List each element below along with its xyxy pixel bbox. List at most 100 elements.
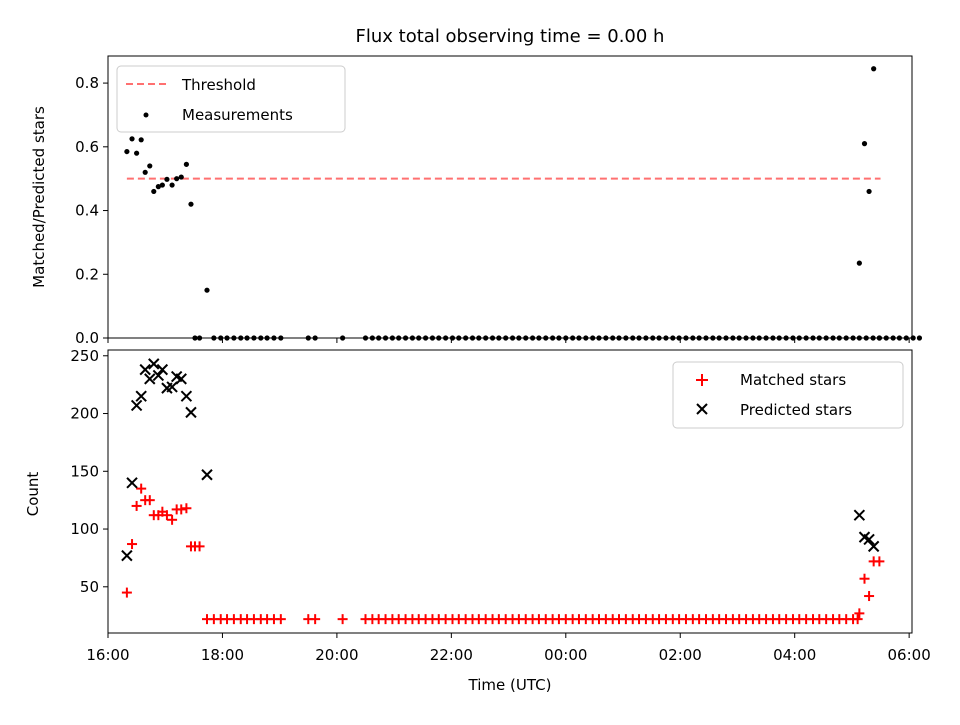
matched-star-point	[859, 573, 870, 584]
top-y-ticks: 0.0 0.2 0.4 0.6 0.8	[75, 74, 108, 347]
top-y-tick-label: 0.8	[75, 74, 99, 92]
bottom-y-axis-label: Count	[24, 472, 42, 517]
bottom-x-tick-label: 02:00	[659, 646, 702, 664]
top-y-tick-label: 0.6	[75, 138, 99, 156]
bottom-x-tick-label: 18:00	[201, 646, 244, 664]
threshold-legend-label: Threshold	[181, 76, 256, 94]
predicted-star-point	[126, 477, 138, 489]
measurement-point	[155, 184, 161, 190]
matched-star-point	[136, 483, 147, 494]
predicted-star-point	[175, 373, 187, 385]
matched-star-point	[310, 614, 321, 625]
bottom-legend-box	[672, 361, 904, 429]
top-y-tick-label: 0.0	[75, 329, 99, 347]
measurement-point	[169, 182, 175, 188]
top-y-tick-label: 0.2	[75, 265, 99, 283]
x-axis-label: Time (UTC)	[468, 676, 552, 694]
predicted-legend-swatch	[696, 403, 708, 415]
bottom-x-tick-label: 22:00	[430, 646, 473, 664]
predicted-star-point	[152, 369, 165, 382]
measurement-point	[124, 148, 130, 155]
top-y-axis-label: Matched/Predicted stars	[30, 106, 48, 288]
predicted-stars-series	[121, 358, 880, 562]
bottom-y-tick-label: 100	[70, 520, 99, 538]
predicted-star-point	[156, 363, 169, 376]
measurement-point	[142, 169, 148, 175]
matched-legend-label: Matched stars	[740, 371, 846, 389]
matched-star-point	[852, 614, 863, 625]
measurement-point	[134, 150, 140, 156]
bottom-y-tick-label: 200	[70, 405, 99, 423]
predicted-star-point	[853, 509, 866, 521]
matched-star-point	[194, 541, 205, 552]
matched-star-point	[864, 591, 875, 602]
predicted-star-point	[201, 469, 213, 481]
top-y-tick-label: 0.4	[75, 202, 99, 220]
top-panel: Flux total observing time = 0.00 h Match…	[30, 26, 923, 347]
bottom-x-ticks: 16:00 18:00 20:00 22:00 00:00 02:00 04:00 06:00	[86, 633, 931, 664]
matched-star-point	[127, 539, 138, 550]
predicted-star-point	[867, 540, 880, 553]
top-plot-frame	[107, 55, 913, 339]
matched-star-point	[337, 614, 348, 625]
measurement-point	[147, 163, 153, 169]
measurement-point	[174, 176, 180, 182]
measurement-point	[861, 141, 868, 147]
bottom-y-tick-label: 150	[70, 462, 99, 480]
matched-star-point	[121, 587, 132, 598]
predicted-star-point	[148, 358, 160, 370]
predicted-star-point	[180, 390, 193, 402]
chart-title: Flux total observing time = 0.00 h	[356, 26, 665, 47]
measurement-point	[856, 260, 862, 266]
matched-star-point	[144, 495, 155, 506]
measurement-point	[138, 137, 144, 143]
predicted-star-point	[121, 549, 133, 562]
bottom-x-tick-label: 04:00	[773, 646, 816, 664]
measurements-legend-label: Measurements	[182, 106, 293, 124]
bottom-legend: Matched stars Predicted stars	[672, 361, 904, 429]
predicted-star-point	[166, 381, 178, 393]
matched-star-point	[161, 510, 172, 521]
measurement-point	[871, 66, 877, 72]
measurements-legend-swatch	[143, 112, 149, 118]
matched-star-point	[275, 614, 286, 625]
bottom-x-tick-label: 16:00	[86, 646, 129, 664]
measurement-point	[866, 188, 872, 195]
measurement-point	[204, 287, 210, 293]
bottom-y-tick-label: 50	[80, 578, 99, 596]
bottom-plot-frame	[107, 349, 913, 634]
measurement-point	[178, 174, 184, 180]
predicted-legend-label: Predicted stars	[740, 401, 852, 419]
bottom-panel: Count Time (UTC) 50 100 150 200 250 16:00 18:…	[24, 347, 931, 694]
measurement-point	[159, 182, 165, 188]
matched-star-point	[167, 514, 178, 525]
measurement-point	[183, 161, 189, 167]
matched-star-point	[181, 503, 192, 514]
matched-star-point	[131, 500, 142, 511]
measurement-point	[164, 176, 170, 182]
matched-star-point	[854, 608, 865, 619]
predicted-star-point	[135, 390, 147, 402]
predicted-star-point	[863, 533, 875, 546]
measurements-series	[124, 66, 923, 341]
predicted-star-point	[130, 399, 143, 412]
bottom-y-tick-label: 250	[70, 347, 99, 365]
measurement-point	[129, 136, 135, 142]
matched-star-point	[874, 556, 885, 567]
bottom-x-tick-label: 06:00	[888, 646, 931, 664]
predicted-star-point	[144, 373, 156, 385]
matched-star-point	[176, 504, 187, 515]
top-legend: Threshold Measurements	[116, 65, 346, 133]
measurement-point	[188, 201, 194, 207]
matched-legend-swatch	[696, 374, 708, 386]
bottom-x-tick-label: 00:00	[544, 646, 587, 664]
top-legend-box	[116, 65, 346, 133]
matched-stars-series	[121, 483, 885, 625]
bottom-y-ticks: 50 100 150 200 250	[70, 347, 108, 596]
measurement-point	[151, 188, 157, 195]
measurement-point	[916, 335, 923, 341]
predicted-star-point	[139, 363, 151, 376]
predicted-star-point	[185, 406, 197, 419]
bottom-x-tick-label: 20:00	[315, 646, 358, 664]
